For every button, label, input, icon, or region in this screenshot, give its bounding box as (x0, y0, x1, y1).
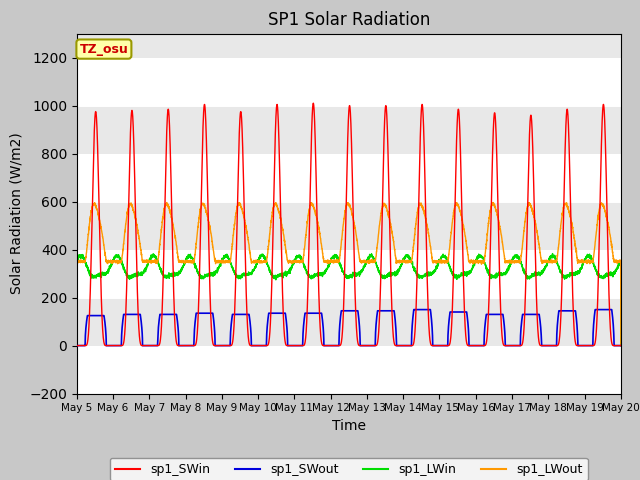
sp1_LWin (471, 261, 479, 267)
sp1_LWin (171, 273, 179, 278)
sp1_LWin (616, 259, 624, 264)
sp1_SWout (73, 343, 81, 348)
sp1_SWout (502, 343, 509, 348)
sp1_LWout (617, 342, 625, 348)
Bar (77, 250, 621, 298)
sp1_SWin (441, 343, 449, 348)
Line: sp1_SWin: sp1_SWin (77, 103, 621, 346)
sp1_LWin (440, 253, 448, 259)
sp1_SWin (502, 343, 509, 348)
sp1_SWin (329, 343, 337, 348)
sp1_LWout (616, 258, 624, 264)
sp1_SWin (310, 100, 317, 106)
sp1_SWin (171, 314, 179, 320)
Bar (77, 346, 621, 394)
sp1_SWin (471, 343, 479, 348)
sp1_LWin (73, 259, 81, 264)
Text: TZ_osu: TZ_osu (79, 43, 128, 56)
sp1_SWin (616, 343, 624, 348)
Bar (77, 58, 621, 106)
sp1_LWout (440, 260, 448, 265)
sp1_LWout (471, 259, 479, 265)
sp1_SWout (616, 343, 624, 348)
sp1_LWout (502, 258, 509, 264)
sp1_LWin (328, 254, 336, 260)
sp1_LWout (489, 200, 497, 205)
sp1_SWout (328, 343, 336, 348)
sp1_LWout (171, 230, 179, 236)
Title: SP1 Solar Radiation: SP1 Solar Radiation (268, 11, 430, 29)
sp1_LWout (73, 260, 81, 265)
sp1_LWin (502, 271, 509, 276)
sp1_LWout (328, 258, 336, 264)
Line: sp1_LWin: sp1_LWin (77, 253, 621, 346)
sp1_SWout (441, 343, 449, 348)
sp1_SWout (617, 343, 625, 348)
sp1_LWin (548, 251, 556, 256)
Bar (77, 154, 621, 202)
Line: sp1_SWout: sp1_SWout (77, 310, 621, 346)
sp1_LWin (617, 343, 625, 349)
sp1_SWin (73, 343, 81, 348)
X-axis label: Time: Time (332, 419, 366, 433)
Y-axis label: Solar Radiation (W/m2): Solar Radiation (W/m2) (10, 133, 24, 294)
sp1_SWout (410, 307, 418, 312)
sp1_SWout (471, 343, 479, 348)
Line: sp1_LWout: sp1_LWout (77, 203, 621, 345)
Legend: sp1_SWin, sp1_SWout, sp1_LWin, sp1_LWout: sp1_SWin, sp1_SWout, sp1_LWin, sp1_LWout (110, 458, 588, 480)
sp1_SWin (617, 343, 625, 348)
sp1_SWout (171, 312, 179, 317)
